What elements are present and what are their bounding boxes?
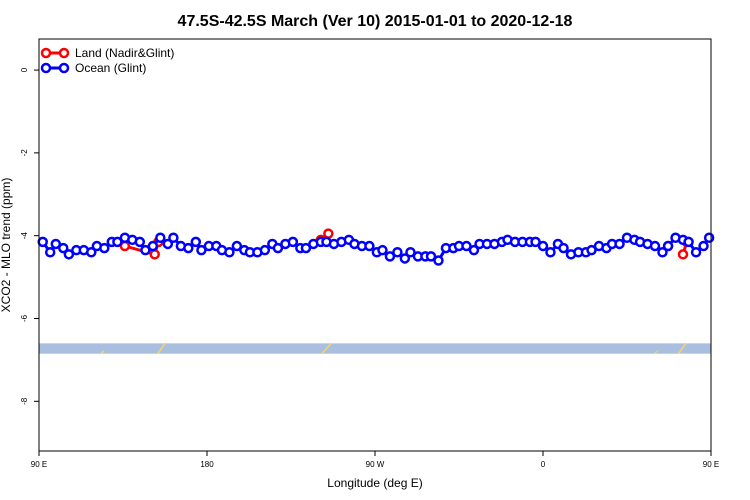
ocean-point <box>272 242 284 254</box>
plot-area <box>37 228 715 354</box>
ocean-point <box>537 240 549 252</box>
legend-marker <box>58 62 70 74</box>
ocean-point <box>37 236 48 248</box>
ocean-point <box>99 242 110 254</box>
land-ocean-band <box>39 343 711 354</box>
ocean-point <box>586 244 597 256</box>
chart-title: 47.5S-42.5S March (Ver 10) 2015-01-01 to… <box>178 13 573 30</box>
x-tick-label: 90 E <box>31 460 47 469</box>
y-tick-label: -6 <box>20 314 29 322</box>
ocean-point <box>168 232 179 244</box>
y-tick-label: -2 <box>20 149 29 157</box>
ocean-point <box>433 255 444 266</box>
ocean-point <box>287 236 299 248</box>
land-point <box>149 249 160 260</box>
ocean-point <box>698 240 709 252</box>
land-patch <box>100 350 105 354</box>
ocean-point <box>657 246 668 258</box>
x-tick-label: 90 W <box>366 460 385 469</box>
legend-label: Land (Nadir&Glint) <box>75 46 174 60</box>
ocean-point <box>183 242 194 254</box>
legend-marker <box>40 47 52 59</box>
land-point <box>323 228 334 239</box>
ocean-point <box>530 236 541 248</box>
ocean-point <box>162 238 174 250</box>
ocean-point <box>224 246 235 258</box>
ocean-point <box>558 242 569 254</box>
y-tick-label: -8 <box>20 397 29 405</box>
x-axis-label: Longitude (deg E) <box>327 476 422 490</box>
x-tick-label: 90 E <box>703 460 719 469</box>
ocean-point <box>690 246 702 258</box>
y-axis-label: XCO2 - MLO trend (ppm) <box>0 178 13 313</box>
x-tick-label: 180 <box>200 460 214 469</box>
land-patch <box>320 343 333 354</box>
ocean-point <box>392 246 403 258</box>
legend-marker <box>40 62 52 74</box>
ocean-point <box>614 238 625 250</box>
ocean-point <box>425 251 437 262</box>
y-tick-label: 0 <box>20 67 29 72</box>
ocean-point <box>134 236 146 248</box>
ocean-point <box>58 242 69 254</box>
legend: Land (Nadir&Glint)Ocean (Glint) <box>40 46 174 75</box>
ocean-point <box>231 240 243 252</box>
ocean-point <box>461 240 472 252</box>
ocean-point <box>364 240 375 252</box>
ocean-point <box>468 244 480 256</box>
ocean-point <box>703 232 715 244</box>
land-point <box>677 249 689 260</box>
ocean-point <box>190 236 202 248</box>
ocean-point <box>147 240 159 252</box>
ocean-point <box>649 240 661 252</box>
ocean-point <box>86 246 97 258</box>
legend-marker <box>58 47 70 59</box>
ocean-point <box>155 232 166 244</box>
x-tick-label: 0 <box>541 460 546 469</box>
land-patch <box>677 343 687 354</box>
ocean-point <box>112 236 123 248</box>
ocean-point <box>683 236 694 248</box>
ocean-point <box>140 244 151 256</box>
ocean-point <box>300 242 312 254</box>
series-ocean <box>37 232 715 266</box>
ocean-point <box>399 253 411 264</box>
y-tick-label: -4 <box>20 232 29 240</box>
ocean-point <box>405 246 416 258</box>
ocean-point <box>384 251 396 262</box>
ocean-point <box>377 244 388 256</box>
y-axis: 0 -2 -4 -6 -8 <box>20 67 39 405</box>
ocean-point <box>196 244 207 256</box>
ocean-point <box>545 246 556 258</box>
ocean-point <box>63 249 75 260</box>
ocean-point <box>662 240 674 252</box>
legend-label: Ocean (Glint) <box>75 61 146 75</box>
ocean-point <box>259 244 271 256</box>
land-patch <box>653 350 659 354</box>
land-patch <box>156 343 167 354</box>
ocean-point <box>44 246 56 258</box>
ocean-point <box>50 238 62 250</box>
x-axis: 90 E 180 90 W 0 90 E <box>31 451 719 469</box>
